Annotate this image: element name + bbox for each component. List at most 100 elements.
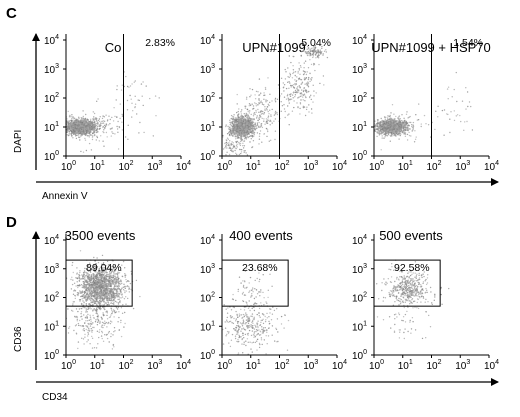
data-point: [307, 78, 310, 80]
data-point: [85, 127, 87, 129]
data-point: [77, 121, 79, 124]
data-point: [88, 142, 91, 145]
data-point: [126, 109, 129, 111]
data-point: [391, 127, 393, 129]
data-point: [242, 145, 244, 147]
data-point: [395, 131, 398, 133]
data-point: [258, 99, 260, 101]
data-point: [266, 109, 268, 111]
data-point: [296, 76, 298, 78]
data-point: [268, 140, 270, 142]
data-point: [383, 122, 386, 125]
data-point: [401, 126, 403, 129]
data-point: [398, 131, 401, 133]
data-point: [242, 121, 244, 124]
data-point: [376, 123, 378, 125]
data-point: [405, 113, 408, 116]
data-point: [235, 145, 238, 147]
data-point: [294, 91, 297, 93]
y-tick-label: 104: [200, 34, 215, 47]
data-point: [251, 128, 253, 130]
data-point: [300, 66, 302, 69]
data-point: [125, 75, 127, 78]
data-point: [114, 115, 116, 118]
data-point: [78, 134, 80, 136]
data-point: [250, 131, 252, 133]
data-point: [299, 65, 302, 67]
data-point: [303, 67, 305, 69]
data-point: [96, 136, 99, 139]
x-tick-label: 103: [455, 160, 470, 173]
data-point: [260, 100, 262, 102]
data-point: [234, 134, 236, 136]
data-point: [113, 107, 115, 109]
data-point: [294, 71, 297, 73]
data-point: [412, 121, 415, 124]
data-point: [307, 81, 309, 83]
data-point: [233, 123, 236, 126]
data-point: [298, 67, 300, 70]
data-point: [405, 127, 407, 129]
data-point: [399, 134, 401, 137]
panel-label-d: D: [6, 214, 17, 231]
data-point: [269, 120, 271, 123]
data-point: [248, 116, 251, 119]
data-point: [77, 124, 80, 126]
data-point: [374, 125, 376, 128]
data-point: [225, 154, 227, 156]
data-point: [446, 88, 449, 90]
data-point: [311, 77, 313, 79]
data-point: [412, 127, 414, 129]
data-point: [391, 130, 394, 132]
data-point: [104, 124, 106, 127]
data-point: [103, 120, 106, 123]
data-point: [235, 121, 237, 123]
data-point: [93, 128, 96, 130]
data-point: [232, 134, 234, 136]
x-tick-label: 102: [119, 160, 134, 173]
data-point: [310, 63, 313, 66]
data-point: [254, 98, 257, 100]
data-point: [399, 118, 401, 120]
data-point: [297, 70, 299, 73]
data-point: [100, 135, 102, 137]
data-point: [124, 291, 126, 294]
data-point: [299, 73, 301, 76]
data-point: [307, 84, 309, 86]
data-point: [102, 131, 104, 133]
data-point: [238, 130, 240, 132]
data-point: [310, 50, 312, 52]
data-point: [234, 147, 237, 149]
data-point: [226, 147, 228, 149]
data-point: [283, 104, 285, 106]
data-point: [377, 126, 379, 128]
data-point: [288, 113, 290, 115]
data-point: [249, 128, 252, 130]
data-point: [284, 78, 287, 80]
data-point: [236, 131, 238, 133]
data-point: [96, 100, 98, 103]
data-point: [245, 130, 247, 133]
data-point: [423, 114, 426, 117]
data-point: [94, 123, 96, 125]
data-point: [264, 106, 266, 108]
data-point: [294, 79, 296, 81]
data-point: [450, 111, 452, 113]
data-point: [294, 74, 296, 77]
data-point: [293, 100, 295, 102]
data-point: [231, 144, 233, 146]
data-point: [294, 96, 296, 98]
data-point: [254, 122, 256, 124]
data-point: [94, 118, 96, 120]
data-point: [415, 114, 417, 116]
data-point: [74, 127, 76, 129]
data-point: [287, 98, 290, 100]
data-point: [408, 116, 410, 119]
x-tick-label: 103: [303, 160, 318, 173]
data-point: [246, 154, 249, 156]
x-tick-label: 100: [369, 160, 384, 173]
data-point: [233, 114, 235, 116]
data-point: [389, 130, 391, 133]
data-point: [299, 87, 301, 89]
data-point: [71, 114, 73, 116]
